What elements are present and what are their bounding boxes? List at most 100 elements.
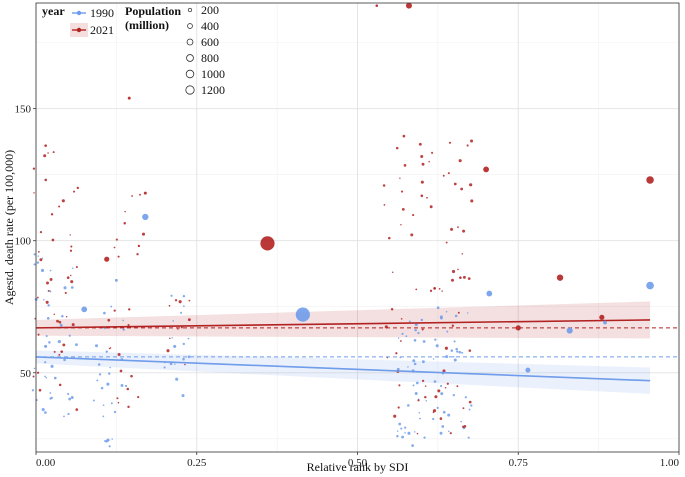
small-point-1990 [447, 413, 451, 417]
small-point-2021 [166, 349, 170, 353]
small-point-2021 [58, 320, 62, 324]
small-point-2021 [400, 190, 404, 193]
x-tick-label: 0.00 [36, 457, 56, 469]
small-point-2021 [391, 271, 394, 274]
point-1990 [420, 318, 423, 322]
small-point-2021 [109, 347, 112, 349]
small-point-2021 [400, 318, 403, 320]
small-point-1990 [450, 349, 454, 352]
small-point-2021 [130, 374, 133, 378]
point-2021 [483, 166, 489, 173]
small-point-1990 [57, 340, 61, 344]
small-point-2021 [168, 304, 171, 307]
small-point-1990 [70, 396, 74, 399]
small-point-2021 [117, 401, 120, 404]
small-point-2021 [73, 190, 76, 193]
point-1990 [182, 294, 186, 298]
small-point-1990 [49, 290, 52, 293]
small-point-1990 [187, 355, 191, 359]
legend-size-label: 200 [201, 3, 219, 17]
small-point-2021 [463, 425, 467, 428]
reference-lines [36, 327, 679, 358]
point-1990 [53, 376, 57, 380]
small-point-2021 [64, 291, 67, 294]
small-point-1990 [464, 396, 467, 399]
small-point-2021 [49, 277, 53, 281]
small-point-2021 [467, 277, 471, 280]
small-point-1990 [405, 335, 408, 338]
small-point-2021 [457, 268, 459, 271]
small-point-2021 [184, 363, 186, 366]
small-point-1990 [109, 366, 111, 369]
small-point-2021 [390, 307, 394, 311]
point-1990 [295, 307, 310, 322]
small-point-2021 [61, 199, 65, 203]
small-point-2021 [441, 290, 443, 292]
small-point-1990 [412, 359, 416, 363]
small-point-2021 [188, 299, 191, 302]
small-point-1990 [414, 328, 417, 332]
small-point-1990 [110, 305, 113, 308]
small-point-1990 [461, 351, 464, 354]
y-axis-ticks: 50 100 150 [15, 104, 36, 380]
small-point-1990 [452, 393, 455, 397]
point-2021 [420, 194, 424, 198]
small-point-1990 [113, 410, 117, 414]
small-point-2021 [429, 205, 433, 209]
point-1990 [163, 366, 166, 369]
small-point-2021 [70, 274, 72, 277]
small-point-1990 [92, 399, 95, 402]
small-point-1990 [94, 344, 99, 348]
small-point-2021 [70, 280, 74, 284]
small-point-1990 [41, 408, 45, 412]
point-1990 [124, 384, 128, 388]
small-point-1990 [407, 431, 411, 435]
small-point-2021 [37, 251, 40, 253]
small-point-2021 [32, 375, 35, 378]
small-point-2021 [451, 278, 455, 282]
small-point-1990 [49, 392, 52, 394]
small-point-2021 [432, 411, 435, 414]
small-point-2021 [119, 369, 123, 373]
ci-band-1990 [36, 350, 651, 394]
small-point-2021 [33, 192, 35, 194]
small-point-1990 [120, 384, 124, 387]
small-point-1990 [404, 426, 407, 429]
small-point-2021 [177, 328, 179, 330]
point-1990 [646, 281, 654, 290]
legend-population: Population (million) 200 400 600 800 1000 120… [125, 3, 225, 97]
small-point-2021 [426, 196, 428, 199]
small-point-2021 [113, 309, 116, 312]
point-1990 [440, 384, 443, 388]
point-2021 [128, 308, 131, 311]
small-point-1990 [404, 432, 406, 434]
small-point-1990 [396, 434, 399, 438]
small-point-2021 [457, 311, 460, 314]
small-point-2021 [424, 385, 427, 387]
small-point-1990 [33, 367, 36, 370]
small-point-2021 [421, 379, 425, 383]
small-point-2021 [71, 323, 75, 327]
small-point-2021 [453, 182, 457, 186]
small-point-2021 [470, 139, 474, 143]
point-2021 [60, 350, 64, 353]
small-point-2021 [428, 160, 430, 163]
small-point-1990 [422, 340, 426, 343]
small-point-2021 [431, 151, 434, 154]
point-2021 [646, 176, 654, 184]
legend-size-label: 600 [201, 35, 219, 49]
small-point-1990 [455, 347, 458, 351]
small-point-1990 [63, 286, 67, 290]
small-point-1990 [173, 344, 177, 348]
small-point-2021 [178, 300, 182, 304]
point-1990 [525, 367, 531, 373]
legend-size-circle [187, 23, 193, 29]
small-point-2021 [123, 221, 126, 225]
small-point-1990 [470, 404, 473, 407]
small-point-1990 [414, 323, 418, 327]
small-point-2021 [448, 141, 452, 144]
small-point-2021 [58, 383, 62, 387]
small-point-2021 [434, 395, 438, 399]
point-2021 [137, 244, 141, 248]
